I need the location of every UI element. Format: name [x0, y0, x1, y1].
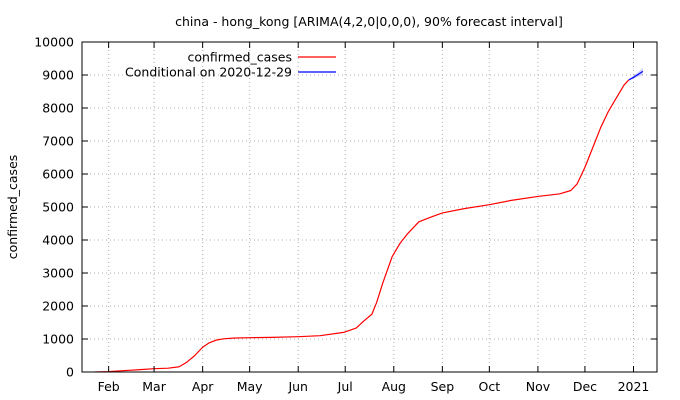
x-tick-label: May	[237, 379, 263, 394]
x-tick-label: Jul	[337, 379, 353, 394]
y-tick-label: 1000	[42, 332, 74, 347]
y-tick-label: 10000	[34, 35, 74, 50]
x-tick-label: Aug	[382, 379, 406, 394]
series-lines	[94, 70, 644, 373]
x-tick-label: Feb	[98, 379, 120, 394]
y-tick-label: 5000	[42, 200, 74, 215]
chart-title: china - hong_kong [ARIMA(4,2,0|0,0,0), 9…	[175, 14, 563, 29]
y-tick-label: 6000	[42, 167, 74, 182]
x-tick-label: Oct	[479, 379, 501, 394]
x-tick-label: Nov	[526, 379, 551, 394]
y-tick-label: 8000	[42, 101, 74, 116]
forecast-interval-band	[628, 67, 643, 80]
gridlines	[82, 42, 657, 372]
x-tick-label: Dec	[573, 379, 597, 394]
y-tick-label: 3000	[42, 266, 74, 281]
x-tick-label: Sep	[431, 379, 455, 394]
forecast-interval	[628, 67, 643, 80]
y-tick-label: 0	[66, 365, 74, 380]
y-tick-label: 7000	[42, 134, 74, 149]
axis-ticks: 0 1000 2000 3000 4000 5000 6000 7000 8000 9000 100…	[34, 35, 657, 394]
legend-label: Conditional on 2020-12-29	[125, 65, 292, 80]
x-tick-label: Mar	[142, 379, 166, 394]
x-tick-label: Jun	[287, 379, 308, 394]
x-tick-label: 2021	[618, 379, 650, 394]
y-tick-label: 2000	[42, 299, 74, 314]
legend-label: confirmed_cases	[187, 50, 292, 65]
y-axis-label: confirmed_cases	[5, 155, 20, 260]
y-tick-label: 9000	[42, 68, 74, 83]
y-tick-label: 4000	[42, 233, 74, 248]
x-tick-label: Apr	[192, 379, 214, 394]
series-line-2	[628, 70, 644, 81]
series-line-1	[94, 79, 630, 373]
